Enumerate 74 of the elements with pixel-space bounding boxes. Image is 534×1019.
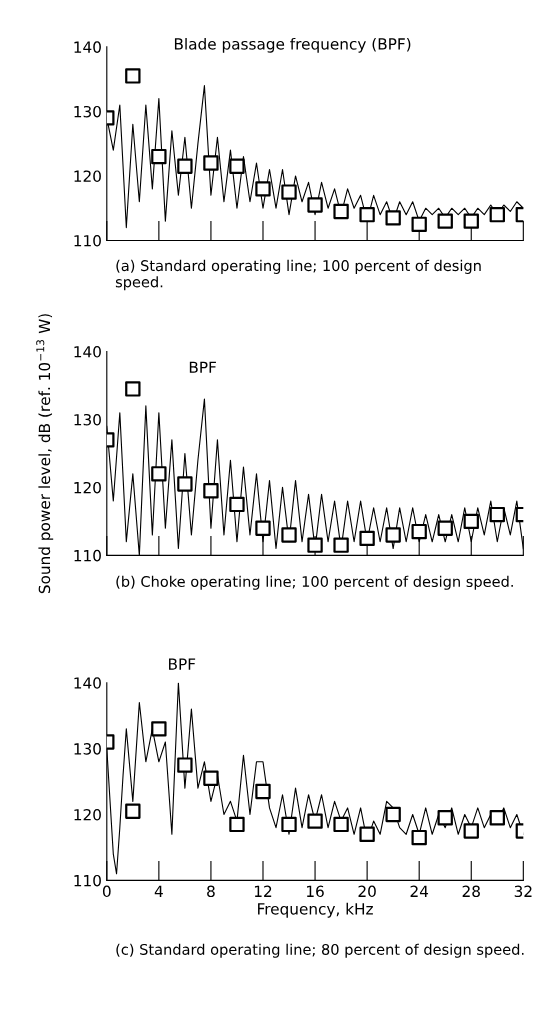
y-tick-label: 130 <box>74 413 101 426</box>
point <box>125 803 141 819</box>
y-tick-label: 140 <box>74 346 101 358</box>
point <box>463 513 479 530</box>
point <box>463 823 479 839</box>
point <box>177 757 193 773</box>
point <box>281 184 297 200</box>
point <box>437 213 453 229</box>
y-tick-label: 120 <box>74 170 101 182</box>
y-tick-label: 140 <box>74 677 101 689</box>
point <box>411 216 427 233</box>
point <box>307 813 323 829</box>
point <box>281 527 297 543</box>
x-tick-label: 32 <box>514 885 532 898</box>
annotation: Blade passage frequency (BPF) <box>174 37 411 53</box>
x-tick-label: 8 <box>207 885 215 898</box>
point <box>385 210 401 226</box>
point <box>489 810 505 826</box>
x-axis-title: Frequency, kHz <box>258 902 373 918</box>
point <box>229 816 245 833</box>
y-tick-label: 110 <box>74 549 101 562</box>
text: (a) Standard operating line; 100 percent of design speed. <box>115 259 481 291</box>
point <box>255 783 271 800</box>
point <box>151 466 167 482</box>
point <box>203 483 219 499</box>
point <box>333 537 349 553</box>
point <box>333 203 349 220</box>
point <box>203 770 219 786</box>
point <box>411 523 427 540</box>
y-tick-label: 120 <box>74 808 101 821</box>
point <box>437 520 453 536</box>
point <box>333 816 349 833</box>
y-tick-label: 110 <box>74 874 101 887</box>
point <box>255 181 271 197</box>
x-tick-label: 28 <box>462 885 480 898</box>
point <box>489 206 505 223</box>
y-tick-label: 120 <box>74 481 101 494</box>
point <box>359 826 375 842</box>
x-tick-label: 20 <box>358 885 376 898</box>
point <box>437 810 453 826</box>
point <box>411 829 427 846</box>
point <box>307 537 323 553</box>
point <box>151 721 167 737</box>
point <box>385 527 401 543</box>
point <box>489 506 505 523</box>
point <box>203 155 219 171</box>
point <box>177 158 193 174</box>
point <box>255 520 271 536</box>
y-tick-label: 130 <box>74 105 101 118</box>
x-tick-label: 0 <box>102 885 111 898</box>
point <box>229 158 245 174</box>
point <box>281 816 297 833</box>
point <box>151 148 167 165</box>
point <box>359 206 375 223</box>
x-tick-label: 12 <box>254 885 272 897</box>
point <box>307 197 323 213</box>
y-axis-title: Sound power level, dB (ref. 10$^{−13}$ W) <box>36 314 54 594</box>
x-tick-label: 4 <box>154 885 163 897</box>
point <box>385 806 401 823</box>
y-tick-label: 140 <box>74 41 101 53</box>
y-tick-label: 110 <box>74 234 101 247</box>
x-tick-label: 16 <box>307 885 324 898</box>
y-tick-label: 130 <box>74 743 101 755</box>
text: BPF <box>169 658 196 670</box>
point <box>125 381 141 397</box>
point <box>125 68 141 84</box>
text: (b) Choke operating line; 100 percent of design speed. <box>116 575 513 590</box>
text: (c) Standard operating line; 80 percent of design speed. <box>116 943 524 958</box>
point <box>177 476 193 492</box>
x-tick-label: 24 <box>410 885 429 897</box>
point <box>359 530 375 547</box>
annotation: BPF <box>189 361 216 373</box>
point <box>229 496 245 513</box>
point <box>463 213 479 229</box>
